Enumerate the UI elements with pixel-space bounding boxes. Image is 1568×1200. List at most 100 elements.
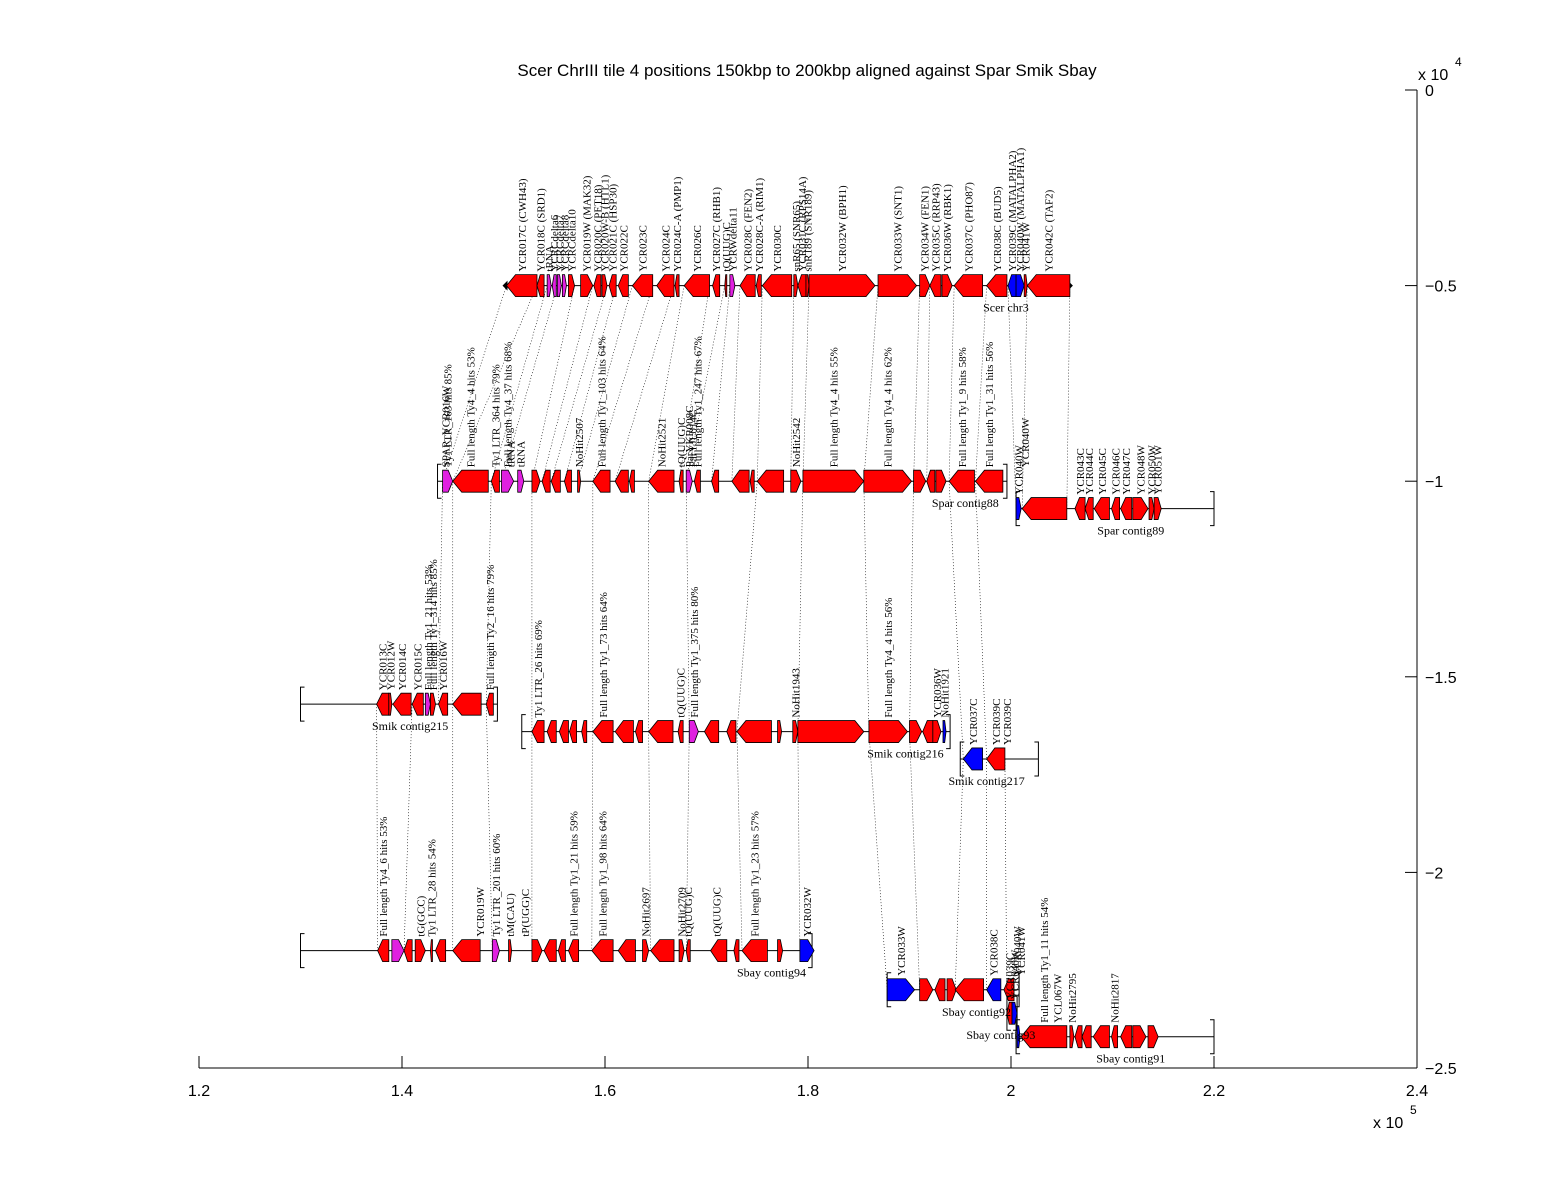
contig-end-bracket [1034, 741, 1039, 777]
gene-arrow [1003, 978, 1015, 1002]
gene-arrow [946, 978, 957, 1002]
gene-arrow [808, 274, 876, 297]
gene-label: YCR033W (SNT1) [892, 186, 904, 272]
gene-label: YCRCdelta7 [554, 214, 566, 271]
gene-arrow [635, 720, 643, 743]
gene-arrow [704, 720, 720, 743]
alignment-link [591, 731, 594, 951]
alignment-link [577, 285, 633, 482]
gene-arrow [802, 469, 865, 493]
gene-arrow [1023, 274, 1028, 297]
gene-label: YCR017C (CWH43) [517, 178, 529, 272]
gene-arrow [1132, 1025, 1147, 1049]
gene-arrow [592, 469, 611, 493]
gene-label: YCR051W [1153, 444, 1165, 494]
alignment-link [756, 285, 763, 482]
gene-label: YCR035C (RRP43) [930, 183, 942, 272]
gene-label: YCR034W (FEN1) [920, 186, 932, 272]
gene-arrow [617, 274, 629, 297]
gene-label: YCRWdelta11 [727, 207, 739, 271]
contig-track [959, 741, 1039, 777]
gene-label: tQ(UUG)C [721, 222, 733, 272]
gene-arrow [491, 939, 500, 963]
gene-label: YCR014C [397, 644, 409, 690]
gene-arrow [424, 692, 431, 716]
gene-arrow [986, 747, 1006, 771]
gene-label: Full length Ty1_103 hits 64% [596, 336, 608, 467]
gene-label: YCR033W [896, 926, 908, 976]
gene-arrow [438, 692, 449, 716]
contig-end-bracket [1210, 491, 1215, 527]
gene-arrow [710, 939, 728, 963]
chart-title: Scer ChrIII tile 4 positions 150kbp to 2… [517, 61, 1097, 80]
gene-arrow [790, 469, 802, 493]
contig-track [437, 463, 1008, 499]
contig-end-bracket [1002, 463, 1008, 499]
y-tick-label: −1.5 [1425, 670, 1457, 687]
gene-label: Full length Ty1_23 hits 57% [750, 811, 762, 937]
gene-label: Ty1 LTR_28 hits 54% [426, 839, 438, 937]
gene-label: YCR037C [968, 698, 980, 744]
gene-arrow [650, 939, 675, 963]
alignment-link [954, 758, 964, 990]
gene-arrow [792, 720, 799, 743]
axes: x 10 5 x 10 4 1.2 1.4 1.6 1.8 2 2.2 2.4 0 −0.5 −1… [188, 55, 1462, 1132]
gene-label: YCR041W [1021, 221, 1033, 271]
gene-arrow [953, 274, 983, 297]
gene-arrow [442, 469, 454, 493]
gene-arrow [485, 692, 494, 716]
gene-label: YCR044C [1084, 448, 1096, 494]
gene-label: NoHit2817 [1110, 973, 1122, 1023]
gene-label: Full length Ty1_11 hits 54% [1039, 898, 1051, 1023]
gene-label: YCR032W [802, 887, 814, 937]
gene-label: YCR048W [1135, 444, 1147, 494]
contig-track [886, 972, 1020, 1008]
gene-arrow [608, 274, 617, 297]
gene-arrow [411, 692, 424, 716]
gene-arrow [711, 469, 720, 493]
gene-label: YCR019W [475, 887, 487, 937]
gene-label: Full length Ty1_247 hits 67% [692, 336, 704, 467]
gene-arrow [593, 274, 602, 297]
contig-label: Sbay contig91 [1096, 1052, 1165, 1066]
gene-label: YCR022C [618, 225, 630, 271]
alignment-link [491, 285, 548, 482]
gene-arrow [568, 274, 575, 297]
alignment-links [376, 285, 1071, 1014]
gene-arrow [1021, 497, 1068, 520]
gene-arrow [628, 469, 635, 493]
alignment-link [975, 481, 987, 759]
contig-label: Smik contig215 [372, 719, 448, 733]
gene-arrow [886, 978, 916, 1002]
gene-label: YCR016W [438, 640, 450, 690]
gene-arrow [712, 274, 721, 297]
contig-end-bracket [493, 686, 498, 722]
gene-arrow [1069, 1025, 1075, 1049]
gene-arrow [1120, 1025, 1133, 1049]
y-tick-label: −0.5 [1425, 279, 1457, 296]
gene-arrow [452, 469, 489, 493]
gene-arrow [685, 939, 691, 963]
gene-arrow [1092, 1025, 1110, 1049]
contig-start-arrow [502, 280, 508, 291]
alignment-link [648, 731, 651, 951]
gene-arrow [551, 274, 557, 297]
gene-label: ParYJL014C [687, 410, 699, 467]
alignment-link [909, 481, 914, 732]
gene-label: tM(CAU) [505, 893, 517, 937]
gene-label: YCR040W (MATALPHA1) [1015, 147, 1027, 271]
gene-arrow [731, 469, 750, 493]
contig-track [521, 714, 951, 750]
gene-label: YCR021C (HSP30) [608, 184, 620, 272]
gene-arrow [430, 692, 436, 716]
gene-arrow [1147, 1025, 1159, 1049]
gene-arrow [739, 274, 756, 297]
gene-arrow [656, 274, 675, 297]
gene-arrow [631, 274, 654, 297]
gene-arrow [376, 692, 390, 716]
gene-label: YCR023C [638, 225, 650, 271]
alignment-link [452, 285, 538, 482]
gene-arrow [557, 939, 566, 963]
gene-label: YCR039C (MATALPHA2) [1007, 150, 1019, 271]
gene-arrow [797, 720, 865, 743]
